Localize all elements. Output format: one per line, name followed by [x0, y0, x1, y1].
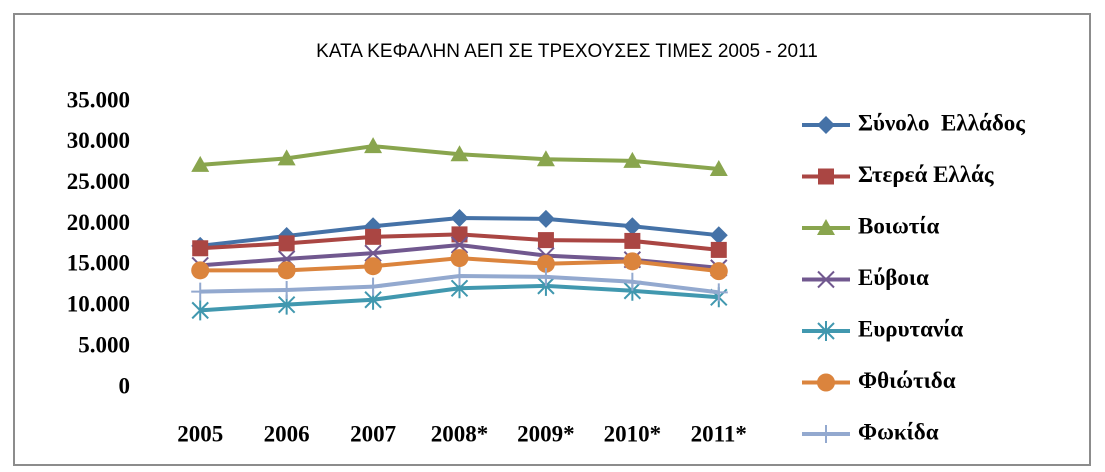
data-point [277, 280, 296, 299]
data-point [537, 232, 554, 249]
data-point [365, 228, 382, 245]
y-tick-label: 0 [119, 373, 131, 398]
data-point [451, 226, 468, 243]
y-tick-label: 10.000 [67, 292, 130, 317]
legend-marker [817, 116, 835, 134]
data-point [709, 226, 728, 245]
y-tick-label: 20.000 [67, 210, 130, 235]
data-point [364, 277, 383, 296]
x-tick-label: 2008* [431, 421, 489, 446]
y-tick-label: 30.000 [67, 128, 130, 153]
legend-marker [817, 321, 835, 341]
x-tick-label: 2009* [517, 421, 575, 446]
data-point [709, 160, 728, 177]
x-tick-label: 2007 [350, 421, 396, 446]
legend-label: Φθιώτιδα [858, 368, 956, 393]
x-tick-label: 2011* [691, 421, 747, 446]
data-point [536, 254, 555, 273]
data-point [710, 241, 727, 258]
data-point [192, 240, 209, 257]
data-point [450, 249, 469, 268]
data-point [623, 151, 642, 168]
data-point [191, 282, 210, 301]
data-point [623, 252, 642, 271]
data-point [277, 261, 296, 280]
legend-label: Εύβοια [858, 265, 929, 290]
data-point [450, 209, 469, 228]
data-point [191, 155, 210, 172]
data-point [536, 267, 555, 286]
data-point [623, 272, 642, 291]
chart-title: ΚΑΤΑ ΚΕΦΑΛΗΝ ΑΕΠ ΣΕ ΤΡΕΧΟΥΣΕΣ ΤΙΜΕΣ 2005… [316, 41, 818, 62]
data-point [623, 217, 642, 236]
data-point [191, 300, 209, 321]
data-point [536, 209, 555, 228]
data-point [624, 232, 641, 249]
y-tick-label: 15.000 [67, 251, 130, 276]
legend-marker [818, 168, 834, 185]
data-point [277, 149, 296, 166]
legend-label: Βοιωτία [858, 213, 940, 238]
x-tick-label: 2006 [264, 421, 310, 446]
data-point [709, 262, 728, 281]
legend-marker [817, 373, 835, 392]
data-point [450, 236, 469, 254]
legend-marker [817, 425, 835, 443]
y-tick-label: 25.000 [67, 169, 130, 194]
legend-label: Φωκίδα [858, 419, 939, 444]
data-point [709, 283, 728, 302]
data-point [364, 244, 382, 262]
legend-label: Σύνολο Ελλάδος [858, 110, 1025, 135]
data-point [536, 150, 555, 167]
legend-label: Στερεά Ελλάς [858, 162, 994, 187]
legend-label: Ευρυτανία [858, 316, 963, 341]
x-tick-label: 2005 [177, 421, 223, 446]
legend-marker [817, 219, 835, 235]
data-point [450, 145, 469, 162]
data-point [450, 267, 469, 286]
data-point [364, 257, 383, 276]
data-point [278, 235, 295, 252]
legend-marker [817, 270, 835, 289]
data-point [191, 261, 210, 280]
y-tick-label: 5.000 [78, 332, 130, 357]
x-tick-label: 2010* [604, 421, 662, 446]
data-point [364, 137, 383, 154]
y-tick-label: 35.000 [67, 87, 130, 112]
